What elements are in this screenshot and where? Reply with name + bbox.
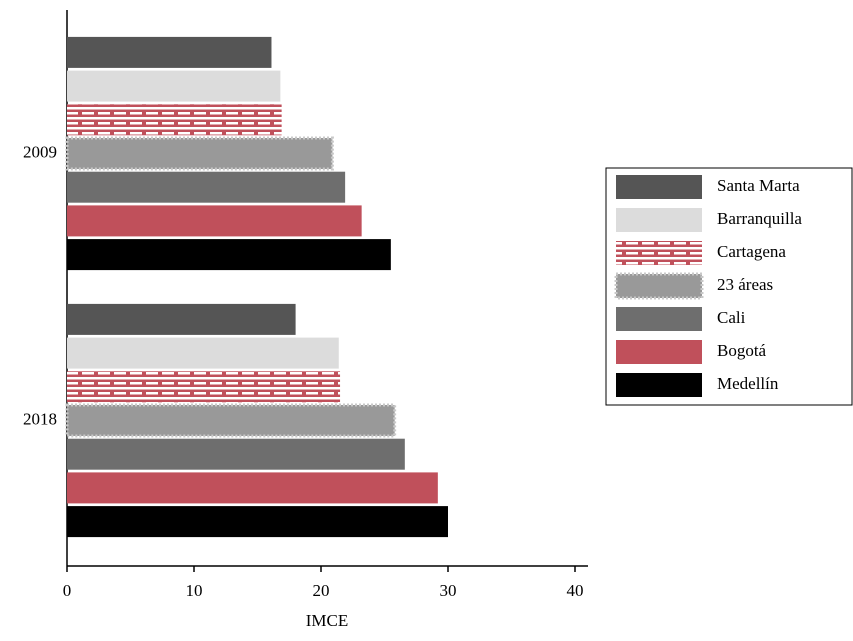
- bar: [67, 371, 341, 403]
- x-tick-label: 20: [313, 581, 330, 600]
- legend-swatch: [614, 272, 704, 300]
- legend-box: [605, 167, 853, 406]
- legend-label: Cartagena: [717, 242, 786, 261]
- legend-label: Santa Marta: [717, 176, 800, 195]
- bar: [67, 506, 448, 538]
- bar: [67, 303, 296, 335]
- x-tick-label: 10: [186, 581, 203, 600]
- bar: [65, 403, 397, 438]
- bar: [65, 136, 334, 171]
- legend-swatch: [616, 175, 702, 199]
- y-tick-label: 2009: [23, 142, 57, 161]
- x-axis-label: IMCE: [306, 611, 349, 630]
- legend-swatch: [616, 307, 702, 331]
- bar: [67, 438, 405, 470]
- x-tick-label: 0: [63, 581, 72, 600]
- legend-label: Barranquilla: [717, 209, 802, 228]
- legend-label: Cali: [717, 308, 746, 327]
- y-tick-label: 2018: [23, 409, 57, 428]
- bar: [67, 70, 281, 102]
- bar: [67, 205, 362, 237]
- legend-label: Bogotá: [717, 341, 767, 360]
- legend-swatch: [616, 373, 702, 397]
- bar: [67, 472, 438, 504]
- legend-label: Medellín: [717, 374, 779, 393]
- x-tick-label: 30: [440, 581, 457, 600]
- legend-label: 23 áreas: [717, 275, 773, 294]
- bar: [67, 104, 282, 136]
- x-tick-label: 40: [567, 581, 584, 600]
- legend-swatch: [616, 208, 702, 232]
- bar: [67, 337, 339, 369]
- bar: [67, 239, 391, 271]
- bar: [67, 36, 272, 68]
- bar: [67, 171, 346, 203]
- legend-swatch: [616, 340, 702, 364]
- legend-swatch: [616, 241, 702, 265]
